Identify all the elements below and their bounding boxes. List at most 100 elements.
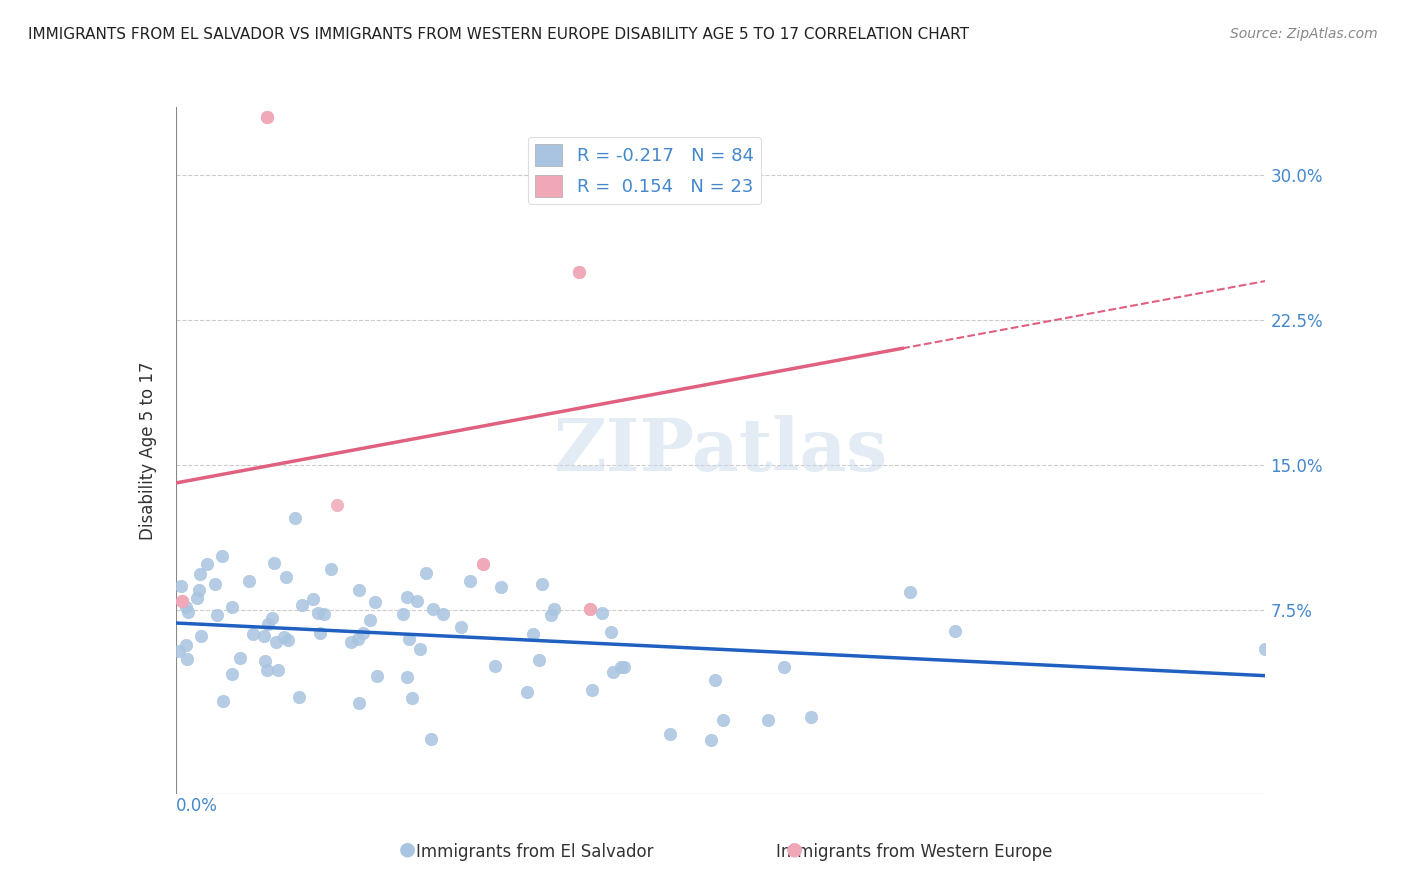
Point <box>711 714 734 728</box>
Point <box>359 614 381 628</box>
Point <box>312 607 335 621</box>
Point <box>527 653 550 667</box>
Point <box>267 663 290 677</box>
Point <box>221 600 243 615</box>
Y-axis label: Disability Age 5 to 17: Disability Age 5 to 17 <box>139 361 157 540</box>
Point <box>659 727 682 741</box>
Point <box>450 619 472 633</box>
Point <box>531 577 554 591</box>
Point <box>703 673 725 687</box>
Point <box>396 590 419 604</box>
Point <box>186 591 208 605</box>
Point <box>489 580 512 594</box>
Point <box>347 582 370 597</box>
Point <box>599 625 621 640</box>
Point <box>396 670 419 684</box>
Point <box>409 642 432 657</box>
Point <box>366 669 388 683</box>
Point <box>516 685 538 699</box>
Point <box>613 660 636 674</box>
Text: Source: ZipAtlas.com: Source: ZipAtlas.com <box>1230 27 1378 41</box>
Point <box>415 566 437 581</box>
Point <box>773 660 796 674</box>
Point <box>274 569 297 583</box>
Point <box>177 605 200 619</box>
Point <box>401 690 423 705</box>
Text: ZIPatlas: ZIPatlas <box>554 415 887 486</box>
Point <box>291 598 314 612</box>
Point <box>326 498 349 512</box>
Point <box>188 566 211 581</box>
Point <box>309 626 332 640</box>
Point <box>340 635 363 649</box>
Point <box>347 696 370 710</box>
Text: ●: ● <box>399 839 416 858</box>
Point <box>195 557 218 571</box>
Point <box>253 654 276 668</box>
Point <box>307 606 329 620</box>
Point <box>758 713 780 727</box>
Point <box>273 630 295 644</box>
Point <box>242 626 264 640</box>
Text: IMMIGRANTS FROM EL SALVADOR VS IMMIGRANTS FROM WESTERN EUROPE DISABILITY AGE 5 T: IMMIGRANTS FROM EL SALVADOR VS IMMIGRANT… <box>28 27 969 42</box>
Point <box>432 607 454 622</box>
Text: Immigrants from Western Europe: Immigrants from Western Europe <box>776 843 1052 861</box>
Point <box>284 511 307 525</box>
Point <box>172 594 194 608</box>
Point <box>277 633 299 648</box>
Point <box>568 265 591 279</box>
Point <box>800 710 823 724</box>
Point <box>188 582 211 597</box>
Point <box>190 629 212 643</box>
Point <box>578 602 600 616</box>
Point <box>263 556 285 570</box>
Point <box>581 682 603 697</box>
Point <box>221 666 243 681</box>
Text: ●: ● <box>786 839 803 858</box>
Point <box>522 627 544 641</box>
Point <box>174 638 197 652</box>
Point <box>252 629 274 643</box>
Point <box>256 110 278 124</box>
Text: 0.0%: 0.0% <box>176 797 218 815</box>
Point <box>260 611 283 625</box>
Point <box>363 595 385 609</box>
Point <box>391 607 413 622</box>
Point <box>472 557 495 571</box>
Point <box>405 594 427 608</box>
Point <box>578 602 600 616</box>
Point <box>398 632 420 647</box>
Point <box>898 584 921 599</box>
Point <box>420 731 443 746</box>
Point <box>238 574 260 588</box>
Point <box>169 644 191 658</box>
Point <box>257 617 280 632</box>
Point <box>609 660 631 674</box>
Point <box>212 694 235 708</box>
Point <box>211 549 233 564</box>
Point <box>229 651 252 665</box>
Point <box>256 110 278 124</box>
Point <box>256 664 278 678</box>
Point <box>458 574 481 588</box>
Point <box>288 690 311 704</box>
Point <box>302 592 325 607</box>
Point <box>207 607 229 622</box>
Point <box>484 658 506 673</box>
Point <box>319 562 342 576</box>
Point <box>568 265 591 279</box>
Point <box>591 607 613 621</box>
Text: Immigrants from El Salvador: Immigrants from El Salvador <box>416 843 652 861</box>
Point <box>543 602 565 616</box>
Point <box>602 665 624 679</box>
Point <box>540 607 562 622</box>
Point <box>174 600 197 615</box>
Point <box>170 579 193 593</box>
Point <box>172 594 194 608</box>
Point <box>472 557 495 571</box>
Point <box>1254 642 1277 657</box>
Point <box>943 624 966 638</box>
Point <box>347 632 370 647</box>
Point <box>352 626 374 640</box>
Point <box>204 577 226 591</box>
